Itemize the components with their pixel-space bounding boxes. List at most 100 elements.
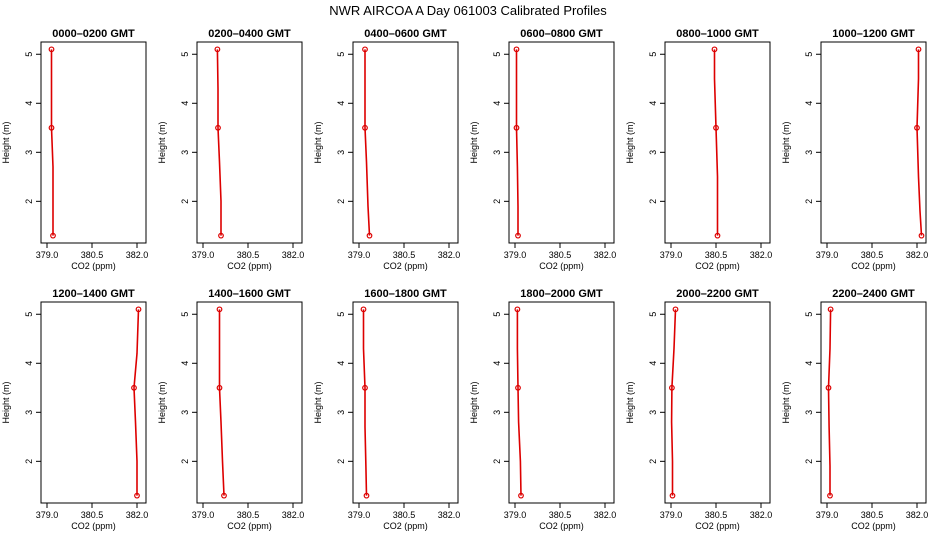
x-tick-label: 382.0 [906,510,929,520]
x-axis-label: CO2 (ppm) [227,261,272,271]
data-point [216,384,223,391]
profile-panel: 0800–1000 GMT 2 3 4 5 379.0 380.5 382.0 CO2 (ppm… [625,28,772,271]
data-point [135,306,142,313]
plot-frame [820,301,927,504]
y-axis-label: Height (m) [157,381,167,423]
profile-panel: 0200–0400 GMT 2 3 4 5 379.0 380.5 382.0 CO2 (ppm… [157,28,304,271]
data-point [363,492,370,499]
y-axis-label: Height (m) [1,381,11,423]
y-tick-label: 3 [336,150,346,155]
y-tick-label: 2 [804,199,814,204]
y-tick-label: 3 [336,410,346,415]
data-point [48,46,55,53]
x-tick-label: 382.0 [750,250,773,260]
x-tick-label: 382.0 [594,250,617,260]
x-tick-label: 379.0 [660,510,683,520]
data-point [131,384,137,391]
x-axis-label: CO2 (ppm) [695,521,740,531]
y-tick-label: 3 [492,150,502,155]
y-axis-label: Height (m) [469,381,479,423]
data-point [714,232,721,239]
data-point [518,492,524,499]
x-axis-label: CO2 (ppm) [539,261,584,271]
profile-panel: 1000–1200 GMT 2 3 4 5 379.0 380.5 382.0 CO2 (ppm… [781,28,928,271]
x-tick-label: 382.0 [126,510,149,520]
x-tick-label: 382.0 [438,510,461,520]
data-point [713,124,719,131]
x-tick-label: 380.5 [549,510,572,520]
data-point [362,124,368,131]
profile-line [218,309,225,496]
x-tick-label: 380.5 [705,250,728,260]
profile-panel: 1200–1400 GMT 2 3 4 5 379.0 380.5 382.0 CO2 (ppm… [1,288,148,531]
data-point [515,232,521,239]
y-tick-label: 3 [24,150,34,155]
data-point [221,492,227,499]
plot-frame [508,301,615,504]
x-tick-label: 380.5 [81,250,104,260]
x-tick-label: 380.5 [393,250,416,260]
x-tick-label: 382.0 [126,250,149,260]
y-axis-label: Height (m) [157,121,167,163]
y-tick-label: 2 [804,459,814,464]
data-point [134,492,140,499]
data-point [513,46,520,53]
y-tick-label: 5 [180,312,190,317]
data-point [514,306,521,313]
y-tick-label: 2 [180,459,190,464]
data-point [215,124,221,131]
profile-panel: 1800–2000 GMT 2 3 4 5 379.0 380.5 382.0 CO2 (ppm… [469,288,616,531]
x-axis-label: CO2 (ppm) [539,521,584,531]
x-axis-label: CO2 (ppm) [851,261,896,271]
y-tick-label: 5 [804,312,814,317]
y-tick-label: 5 [648,52,658,57]
data-point [918,232,925,239]
x-tick-label: 382.0 [750,510,773,520]
y-tick-label: 5 [24,312,34,317]
y-tick-label: 4 [492,101,502,106]
x-tick-label: 382.0 [282,250,305,260]
data-point [914,124,920,131]
y-tick-label: 2 [648,199,658,204]
y-tick-label: 2 [24,199,34,204]
y-tick-label: 3 [648,150,658,155]
profile-panel: 2000–2200 GMT 2 3 4 5 379.0 380.5 382.0 CO2 (ppm… [625,288,772,531]
y-tick-label: 2 [648,459,658,464]
y-axis-label: Height (m) [625,381,635,423]
y-tick-label: 4 [648,361,658,366]
y-tick-label: 2 [336,199,346,204]
plot-frame [40,301,147,504]
y-tick-label: 4 [336,361,346,366]
y-tick-label: 4 [648,101,658,106]
y-tick-label: 3 [804,150,814,155]
x-tick-label: 380.5 [861,510,884,520]
panel-title: 0000–0200 GMT [52,28,135,40]
panel-title: 0600–0800 GMT [520,28,603,40]
profile-line [133,309,140,496]
y-tick-label: 4 [180,361,190,366]
x-tick-label: 379.0 [660,250,683,260]
data-point [362,46,368,53]
y-tick-label: 5 [180,52,190,57]
x-axis-label: CO2 (ppm) [695,261,740,271]
y-tick-label: 5 [24,52,34,57]
plot-frame [196,41,303,244]
data-point [50,232,56,239]
data-point [362,384,368,391]
x-tick-label: 382.0 [282,510,305,520]
y-tick-label: 2 [492,459,502,464]
panel-title: 2000–2200 GMT [676,288,759,300]
x-tick-label: 379.0 [36,510,59,520]
x-axis-label: CO2 (ppm) [71,521,116,531]
y-axis-label: Height (m) [781,121,791,163]
data-point [218,232,224,239]
panel-title: 1400–1600 GMT [208,288,291,300]
x-tick-label: 379.0 [504,510,527,520]
panel-title: 1600–1800 GMT [364,288,447,300]
profile-line [362,309,368,496]
y-tick-label: 4 [180,101,190,106]
profile-line [827,309,832,496]
profile-line [364,49,371,236]
